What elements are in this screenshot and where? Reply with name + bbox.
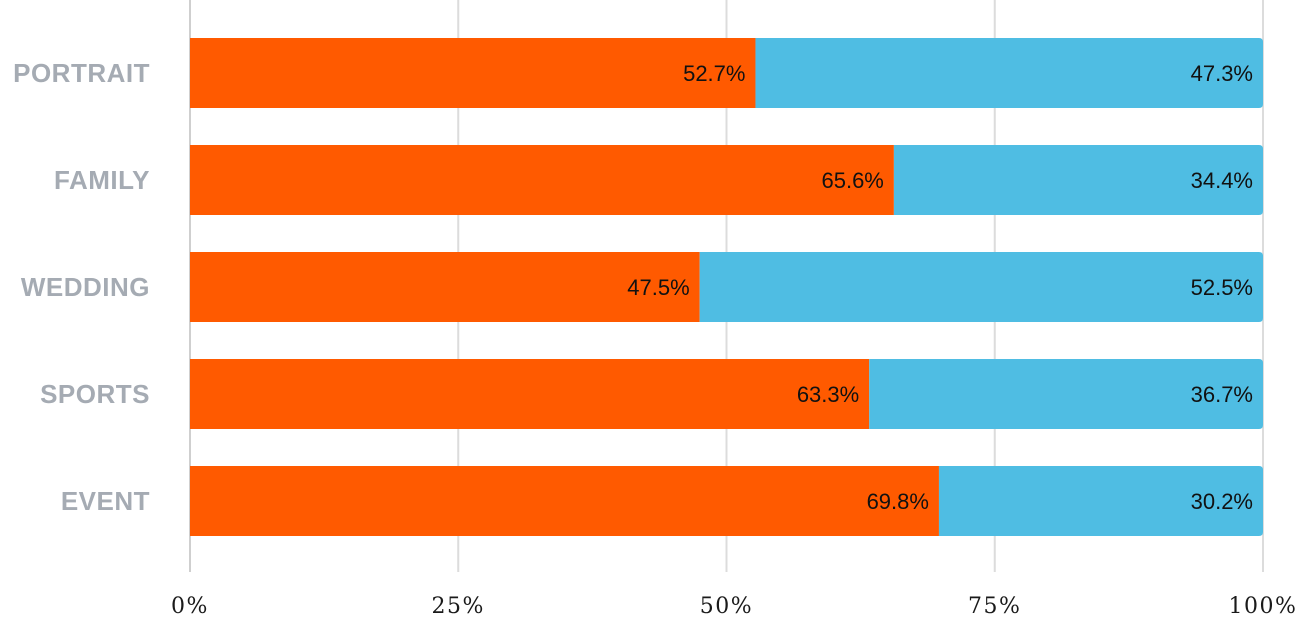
data-label: 65.6% bbox=[821, 168, 883, 193]
x-tick-label: 25% bbox=[432, 594, 485, 618]
bar-segment-event-series-2 bbox=[938, 466, 1263, 536]
bar-segment-wedding-series-1 bbox=[190, 252, 700, 322]
category-label-event: EVENT bbox=[61, 486, 150, 516]
bar-segment-portrait-series-2 bbox=[755, 38, 1263, 108]
data-label: 34.4% bbox=[1191, 168, 1253, 193]
bar-segment-family-series-2 bbox=[893, 145, 1263, 215]
x-tick-label: 75% bbox=[968, 594, 1021, 618]
data-label: 52.7% bbox=[683, 61, 745, 86]
data-label: 63.3% bbox=[797, 382, 859, 407]
x-tick-label: 100% bbox=[1229, 594, 1298, 618]
x-tick-label: 0% bbox=[171, 594, 209, 618]
category-label-portrait: PORTRAIT bbox=[13, 58, 150, 88]
bar-segment-event-series-1 bbox=[190, 466, 939, 536]
bar-segment-sports-series-1 bbox=[190, 359, 870, 429]
bar-segment-sports-series-2 bbox=[869, 359, 1263, 429]
data-label: 30.2% bbox=[1191, 489, 1253, 514]
data-label: 52.5% bbox=[1191, 275, 1253, 300]
data-label: 69.8% bbox=[867, 489, 929, 514]
labels: 0% 25% 50% 75% 100% PORTRAIT 52.7% 47.3% FAMILY 6… bbox=[13, 58, 1298, 618]
x-tick-label: 50% bbox=[700, 594, 753, 618]
data-label: 36.7% bbox=[1191, 382, 1253, 407]
bars bbox=[190, 38, 1263, 536]
data-label: 47.5% bbox=[627, 275, 689, 300]
bar-segment-wedding-series-2 bbox=[699, 252, 1263, 322]
bar-segment-portrait-series-1 bbox=[190, 38, 756, 108]
category-label-sports: SPORTS bbox=[40, 379, 150, 409]
category-label-wedding: WEDDING bbox=[21, 272, 150, 302]
category-label-family: FAMILY bbox=[54, 165, 150, 195]
bar-segment-family-series-1 bbox=[190, 145, 894, 215]
data-label: 47.3% bbox=[1191, 61, 1253, 86]
